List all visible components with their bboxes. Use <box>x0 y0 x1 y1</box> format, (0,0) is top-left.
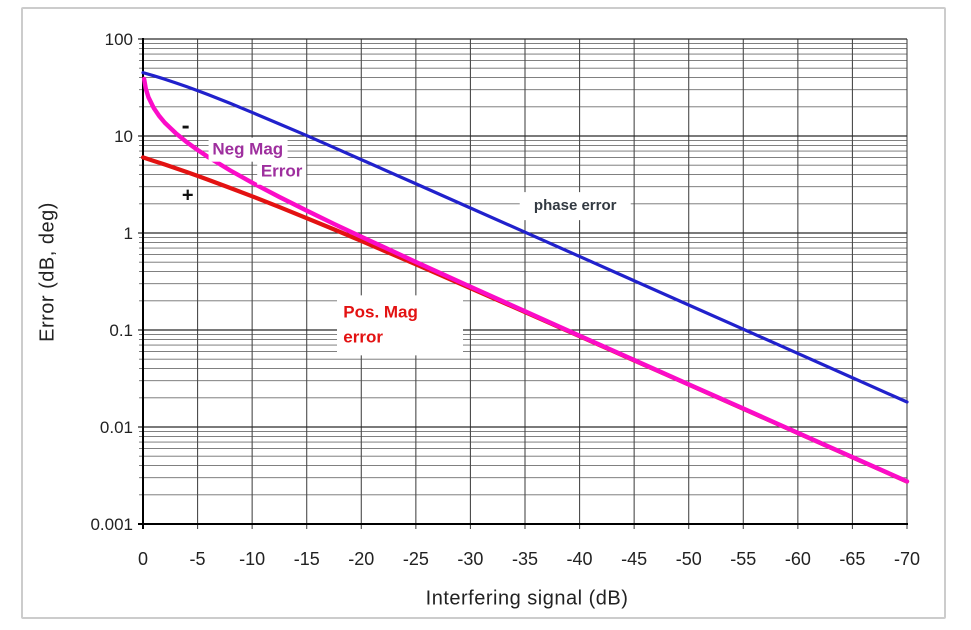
x-tick-label: -70 <box>893 549 921 569</box>
y-tick-label: 0.1 <box>109 321 133 340</box>
x-tick-label: -5 <box>189 549 206 569</box>
series-phase-error <box>141 71 909 404</box>
x-tick-label: -65 <box>839 549 866 569</box>
x-tick-label: -10 <box>239 549 266 569</box>
x-axis-title: Interfering signal (dB) <box>425 587 629 610</box>
x-tick-label: -50 <box>675 549 702 569</box>
y-tick-label: 100 <box>104 30 133 49</box>
x-tick-label: -45 <box>621 549 648 569</box>
y-tick-label: 0.01 <box>99 418 133 437</box>
x-tick-label: -15 <box>293 549 320 569</box>
y-axis-title: Error (dB, deg) <box>36 202 59 342</box>
x-tick-label: -60 <box>784 549 811 569</box>
x-tick-label: -25 <box>402 549 429 569</box>
y-tick-label: 10 <box>114 127 133 146</box>
neg-mag-label-line2: Error <box>256 159 307 185</box>
x-tick-label: -20 <box>348 549 375 569</box>
neg-mag-label-line1: Neg Mag <box>208 137 288 163</box>
axes <box>138 38 908 529</box>
pos-mag-label: Pos. Mag error <box>337 295 463 355</box>
y-tick-label: 0.001 <box>90 515 133 534</box>
x-tick-label: -55 <box>730 549 757 569</box>
phase-error-label: phase error <box>519 192 631 220</box>
y-tick-label: 1 <box>123 224 133 243</box>
x-tick-label: -30 <box>457 549 484 569</box>
x-tick-label: -40 <box>566 549 593 569</box>
grid-vertical <box>197 39 908 529</box>
x-tick-label: -35 <box>511 549 539 569</box>
series-neg-mag-error <box>141 76 910 484</box>
minus-marker: - <box>181 112 190 140</box>
plus-marker: + <box>181 184 194 207</box>
x-tick-label: 0 <box>137 549 149 569</box>
